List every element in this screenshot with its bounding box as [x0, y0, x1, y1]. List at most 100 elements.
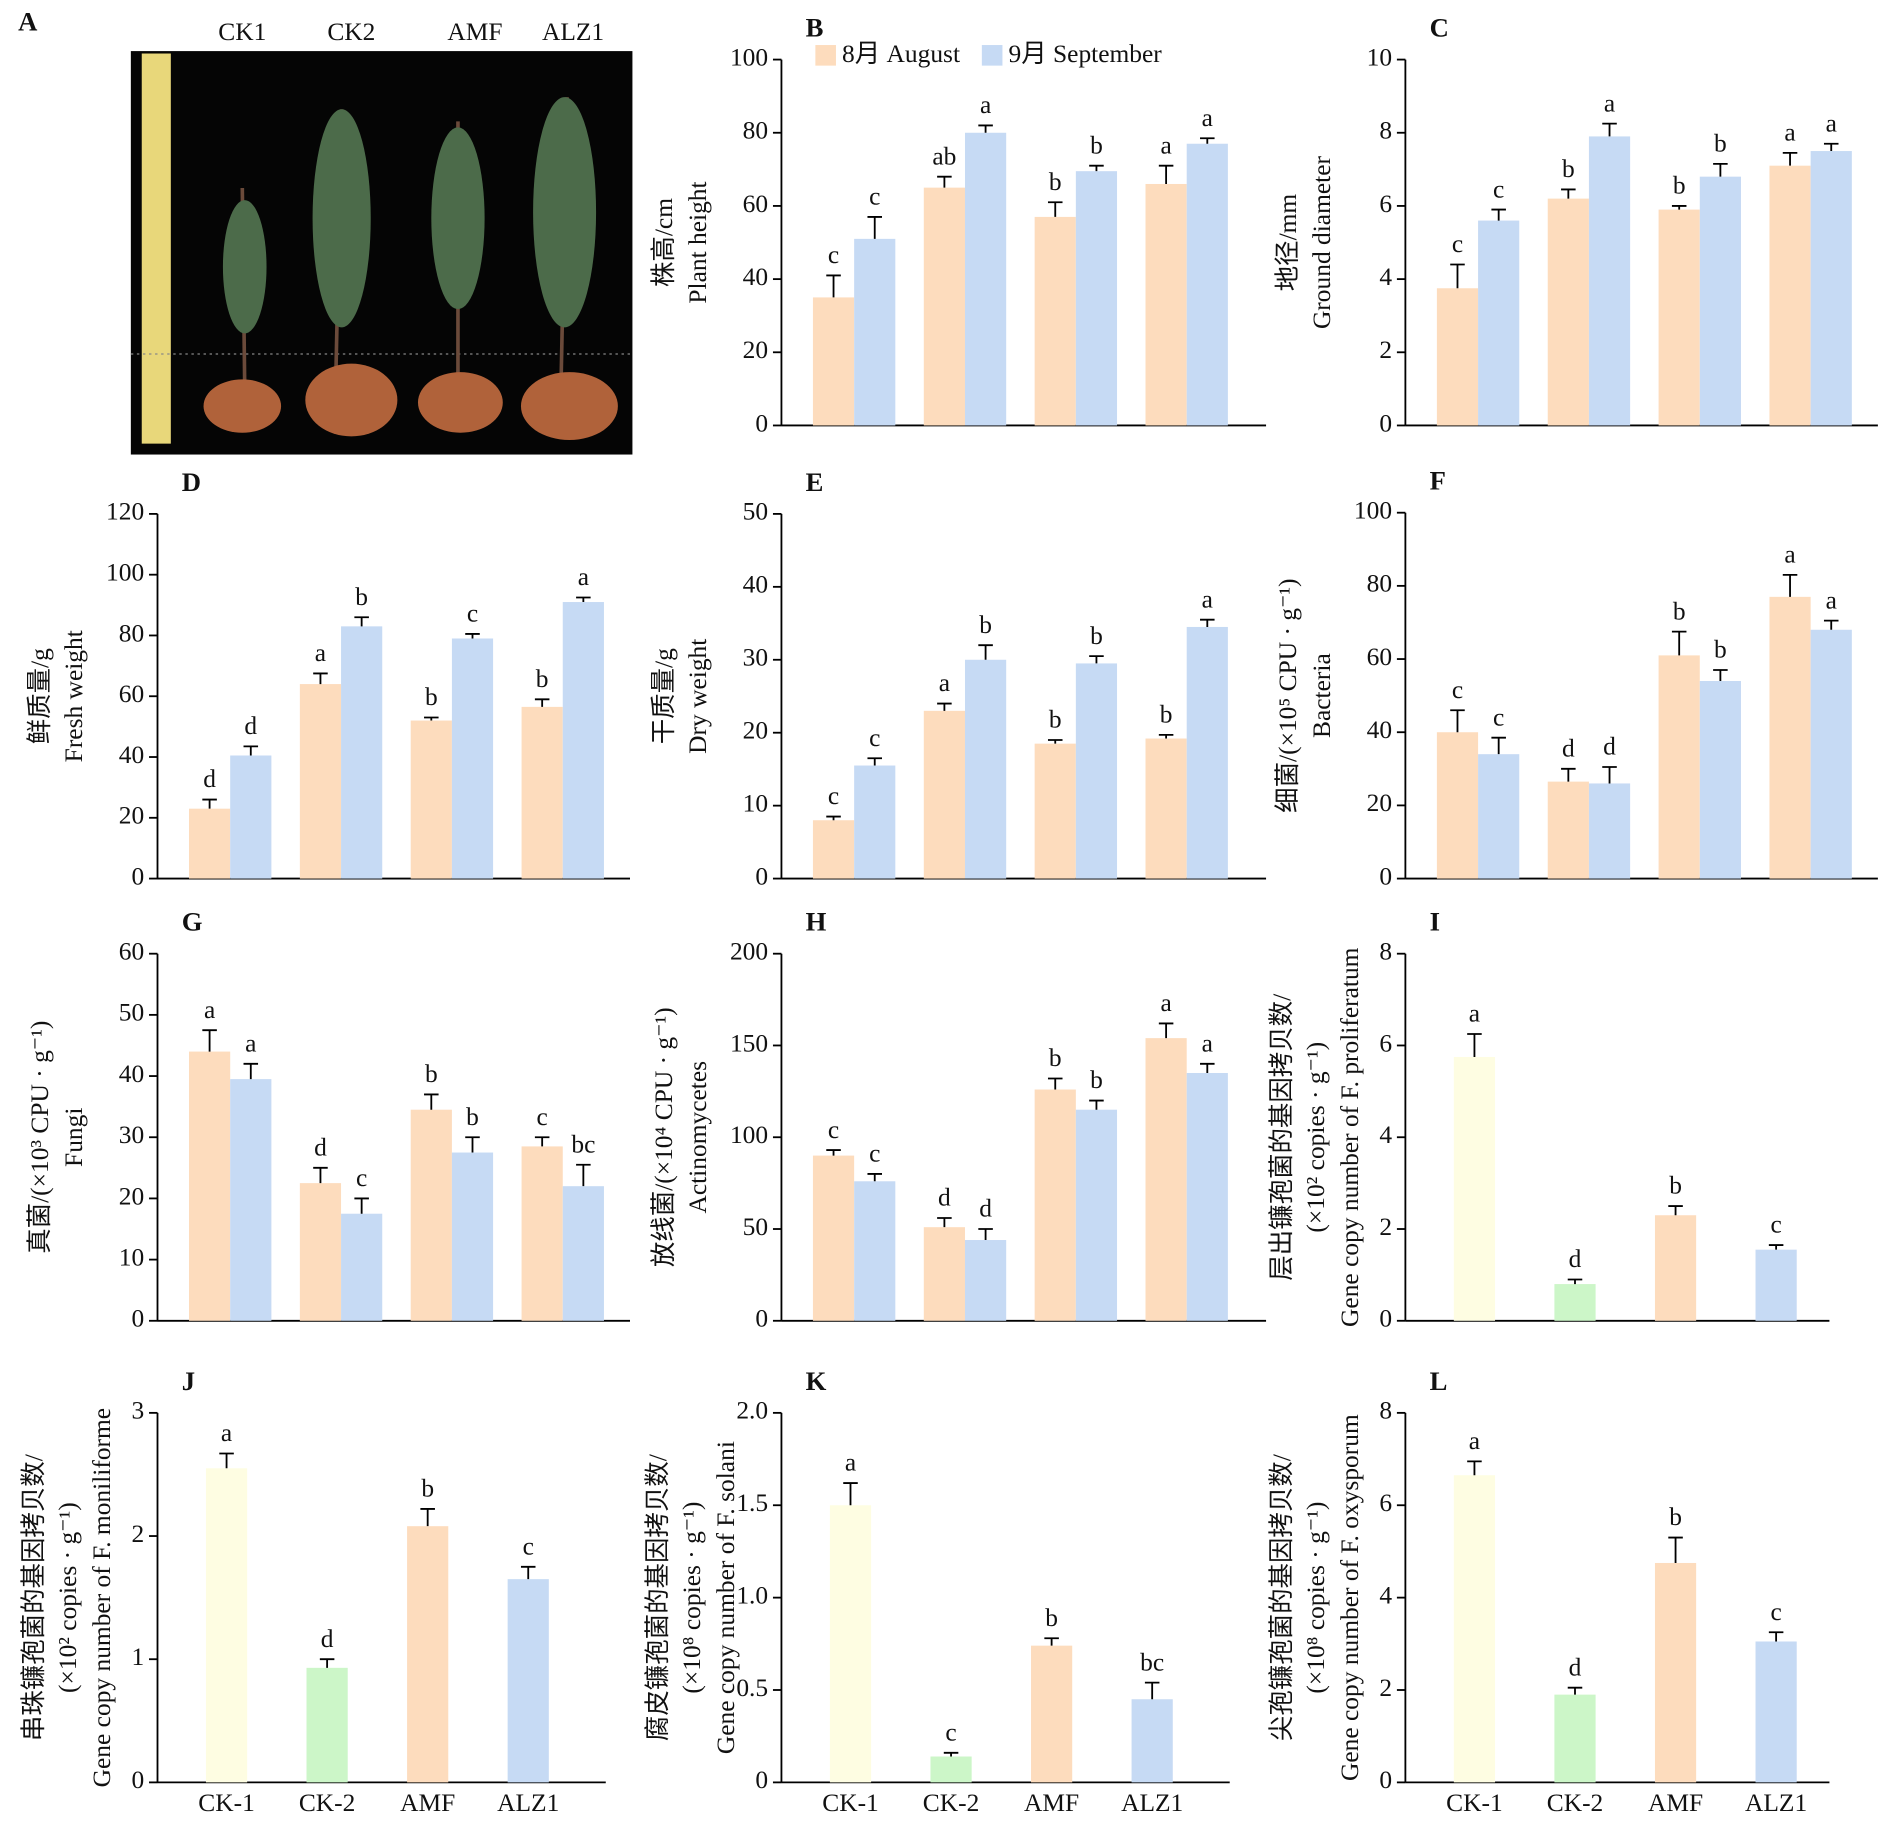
bar — [1554, 1284, 1596, 1321]
error-bar — [1713, 162, 1728, 177]
y-tick-label: 3 — [131, 1396, 144, 1425]
y-axis-label: 鲜质量/g — [25, 648, 54, 744]
y-axis-label: 干质量/g — [649, 648, 678, 744]
significance-letter: a — [980, 90, 991, 119]
y-tick-label: 30 — [743, 643, 768, 672]
error-bar — [465, 1136, 480, 1153]
error-bar — [978, 124, 993, 133]
y-tick-label: 0 — [1379, 1304, 1392, 1333]
y-tick-label: 0 — [131, 1304, 144, 1333]
error-bar — [1671, 630, 1687, 656]
error-bar — [319, 1658, 335, 1668]
significance-letter: c — [467, 599, 478, 628]
error-bar — [313, 672, 328, 685]
significance-letter: b — [1673, 171, 1686, 200]
bar — [923, 187, 965, 426]
error-bar — [424, 716, 439, 721]
error-bar — [1450, 263, 1465, 289]
bar — [410, 1109, 452, 1321]
panel: G 0 10 20 30 40 50 60 真菌/(×10³ CPU · g⁻¹) Fungi a a… — [25, 907, 630, 1333]
error-bar — [1768, 1631, 1784, 1642]
y-axis-label: Gene copy number of F. proliferatum — [1335, 947, 1364, 1327]
y-tick-label: 80 — [743, 116, 768, 145]
y-tick-label: 0 — [1379, 408, 1392, 437]
y-tick-label: 40 — [119, 1059, 144, 1088]
bar — [1186, 626, 1228, 879]
bar — [1075, 1109, 1118, 1321]
y-tick-label: 1.0 — [736, 1580, 768, 1609]
significance-letter: b — [979, 610, 992, 639]
error-bar — [243, 1062, 259, 1080]
significance-letter: a — [1784, 118, 1795, 147]
significance-letter: d — [321, 1624, 334, 1653]
photo-label: CK1 — [218, 17, 266, 46]
y-tick-label: 10 — [119, 1242, 144, 1271]
significance-letter: b — [1562, 154, 1575, 183]
significance-letter: d — [1562, 733, 1575, 762]
y-tick-label: 40 — [119, 740, 144, 769]
bar — [341, 1213, 383, 1321]
bar — [1031, 1645, 1073, 1783]
x-tick-label: CK-1 — [822, 1788, 879, 1817]
significance-letter: a — [221, 1418, 232, 1447]
error-bar — [1158, 164, 1174, 184]
y-axis-label: 地径/mm — [1273, 194, 1302, 292]
y-axis-label: 真菌/(×10³ CPU · g⁻¹) — [25, 1021, 54, 1254]
bar — [410, 720, 452, 879]
panel: F 0 20 40 60 80 100 细菌/(×10⁵ CPU · g⁻¹) Bacteria… — [1273, 466, 1878, 890]
x-tick-label: AMF — [400, 1788, 455, 1817]
legend-swatch — [981, 45, 1003, 66]
bar — [562, 1186, 604, 1321]
error-bar — [1602, 122, 1617, 137]
significance-letter: b — [1049, 705, 1062, 734]
error-bar — [1047, 1077, 1063, 1090]
y-tick-label: 80 — [1367, 569, 1392, 598]
bar — [1547, 198, 1589, 426]
y-axis-label: 串珠镰孢菌的基因拷贝数/ — [19, 1453, 48, 1741]
error-bar — [1200, 137, 1215, 144]
bar — [1453, 1475, 1496, 1783]
significance-letter: c — [869, 182, 880, 211]
significance-letter: b — [421, 1474, 434, 1503]
error-bar — [937, 175, 952, 188]
error-bar — [867, 757, 882, 766]
significance-letter: d — [244, 711, 257, 740]
y-axis-label: (×10² copies · g⁻¹) — [1301, 1042, 1330, 1233]
bar — [1588, 783, 1631, 879]
bar — [923, 1227, 965, 1321]
y-tick-label: 0 — [755, 408, 768, 437]
y-tick-label: 8 — [1379, 1396, 1392, 1425]
y-axis-label: Gene copy number of F. oxysporum — [1335, 1414, 1364, 1781]
significance-letter: c — [945, 1717, 956, 1746]
y-tick-label: 6 — [1379, 1028, 1392, 1057]
error-bar — [1089, 1099, 1104, 1110]
error-bar — [978, 1228, 993, 1241]
error-bar — [1561, 188, 1576, 199]
y-tick-label: 2 — [1379, 1673, 1392, 1702]
significance-letter: a — [1469, 999, 1480, 1028]
bar — [189, 808, 231, 879]
significance-letter: c — [356, 1163, 367, 1192]
bar — [1186, 1072, 1228, 1321]
error-bar — [1044, 1637, 1059, 1646]
error-bar — [1567, 1278, 1583, 1285]
bar — [407, 1526, 449, 1783]
error-bar — [843, 1482, 858, 1506]
y-tick-label: 2 — [131, 1519, 144, 1548]
significance-letter: c — [869, 1139, 880, 1168]
y-tick-label: 4 — [1379, 1580, 1392, 1609]
error-bar — [424, 1093, 439, 1110]
significance-letter: c — [1493, 702, 1504, 731]
y-axis-label: 腐皮镰孢菌的基因拷贝数/ — [643, 1453, 672, 1741]
bar — [1436, 732, 1479, 879]
bar — [521, 1146, 563, 1321]
bar — [1186, 143, 1228, 426]
significance-letter: b — [1090, 621, 1103, 650]
bar — [1075, 171, 1118, 426]
error-bar — [1144, 1681, 1160, 1700]
panel-label: B — [806, 13, 824, 43]
error-bar — [1782, 573, 1798, 597]
bar — [1478, 220, 1520, 426]
significance-letter: b — [1049, 1043, 1062, 1072]
y-tick-label: 40 — [743, 570, 768, 599]
